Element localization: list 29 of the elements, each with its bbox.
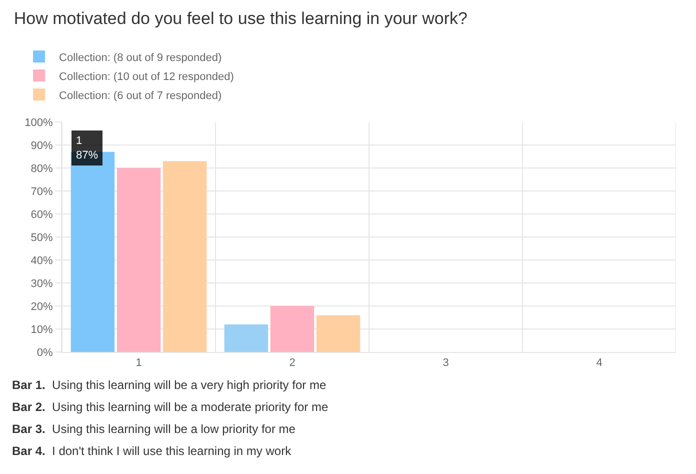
text: Bar 4. I don't think I will use this learning in my work [12,444,292,458]
y-tick-label: 40% [30,254,54,267]
annotation: 1 87% [76,135,98,162]
y-tick-label: 60% [30,208,54,221]
bar [116,168,161,352]
y-tick-label: 100% [24,116,54,129]
text: Bar 3. Using this learning will be a low priority for me [12,422,296,436]
chart-title: How motivated do you feel to use this learning in your work? [14,8,468,28]
bar [162,161,207,352]
bar [270,306,314,352]
legend-label: Collection: (10 out of 12 responded) [59,70,234,83]
x-tick-label: 1 [136,357,142,370]
y-tick-label: 50% [30,232,54,244]
y-tick-label: 20% [30,300,54,313]
text: Bar 1. Using this learning will be a very high priority for me [12,378,326,392]
y-tick-label: 30% [30,278,54,290]
text: Bar 2. Using this learning will be a moderate priority for me [12,400,328,414]
y-tick-label: 70% [30,186,54,198]
y-tick-label: 90% [30,140,54,152]
x-tick-label: 3 [442,357,449,370]
legend-label: Collection: (6 out of 7 responded) [59,90,222,102]
bar [224,324,268,352]
legend-label: Collection: (8 out of 9 responded) [59,52,222,64]
bar [316,315,360,352]
y-tick-label: 0% [36,346,54,359]
x-tick-label: 2 [289,357,296,370]
y-tick-label: 80% [30,162,54,175]
y-tick-label: 10% [30,324,54,336]
x-tick-label: 4 [596,357,602,370]
